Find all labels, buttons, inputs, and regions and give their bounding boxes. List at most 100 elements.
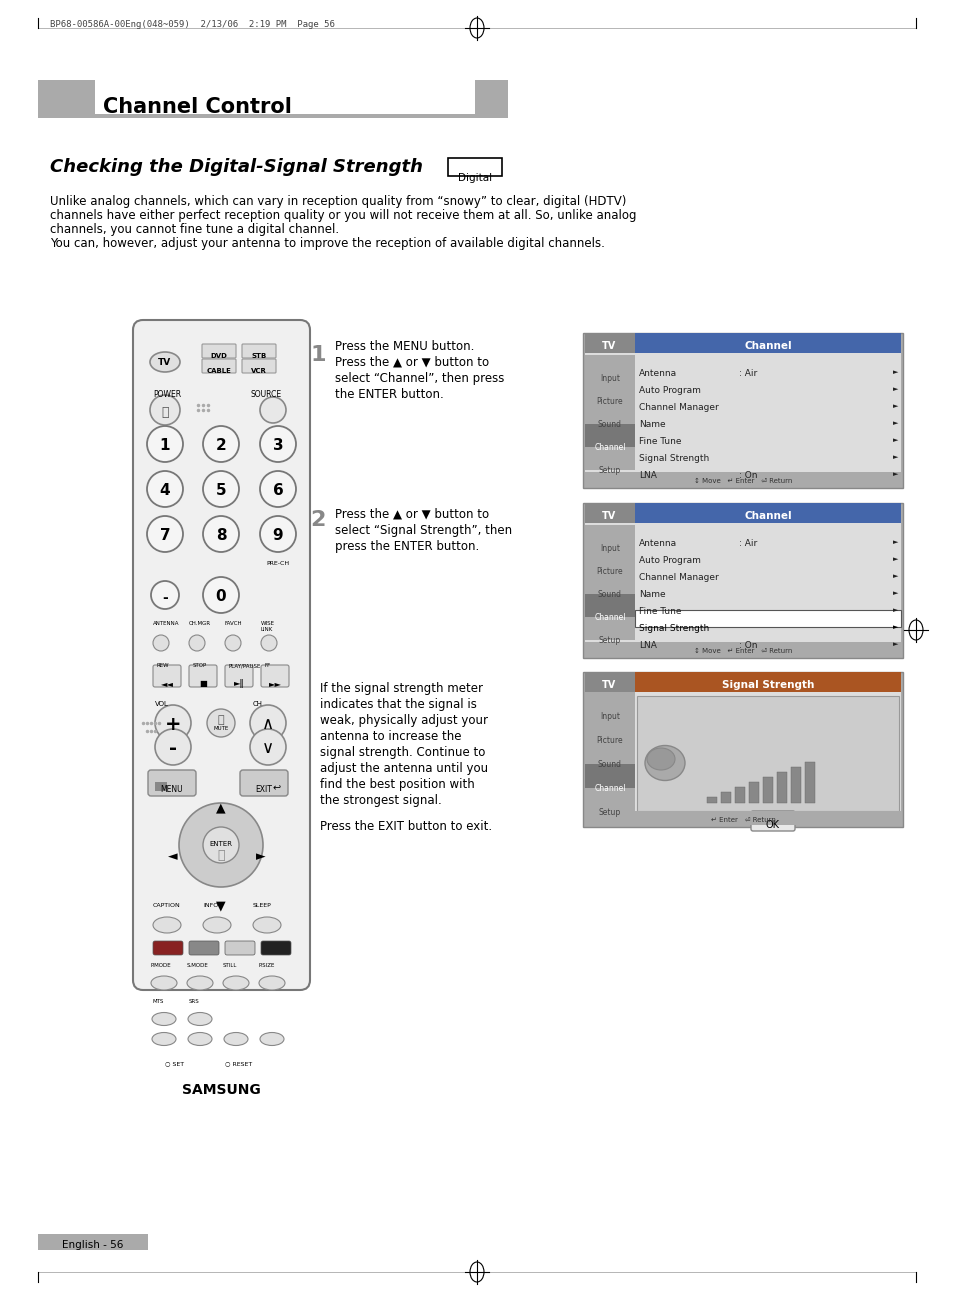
- Bar: [584, 571, 635, 595]
- Text: ►: ►: [892, 572, 898, 579]
- Circle shape: [203, 827, 239, 863]
- Text: MTS: MTS: [152, 999, 164, 1004]
- Ellipse shape: [646, 748, 675, 770]
- Text: ►: ►: [892, 420, 898, 425]
- Bar: [584, 503, 635, 523]
- Text: channels have either perfect reception quality or you will not receive them at a: channels have either perfect reception q…: [50, 209, 636, 222]
- Text: Press the EXIT button to exit.: Press the EXIT button to exit.: [319, 820, 492, 833]
- Ellipse shape: [187, 976, 213, 990]
- Ellipse shape: [152, 1033, 175, 1046]
- Text: Channel: Channel: [594, 785, 625, 794]
- Text: TV: TV: [601, 341, 616, 351]
- Ellipse shape: [151, 976, 177, 990]
- Bar: [720, 792, 730, 803]
- Text: LNA: LNA: [639, 471, 657, 480]
- Text: Picture: Picture: [596, 736, 622, 745]
- Text: P.MODE: P.MODE: [151, 963, 172, 968]
- Text: : On: : On: [739, 471, 757, 480]
- Bar: [584, 788, 635, 812]
- Text: ENTER: ENTER: [210, 840, 233, 847]
- Bar: [584, 764, 635, 788]
- Text: Channel: Channel: [594, 444, 625, 451]
- Ellipse shape: [188, 1033, 212, 1046]
- Text: S.MODE: S.MODE: [187, 963, 209, 968]
- Text: weak, physically adjust your: weak, physically adjust your: [319, 714, 488, 727]
- Bar: [584, 740, 635, 764]
- Text: Setup: Setup: [598, 808, 620, 817]
- Text: ►: ►: [892, 608, 898, 613]
- FancyBboxPatch shape: [152, 665, 181, 687]
- Text: channels, you cannot fine tune a digital channel.: channels, you cannot fine tune a digital…: [50, 222, 338, 235]
- Bar: [762, 777, 772, 803]
- Bar: [584, 379, 635, 401]
- Text: CABLE: CABLE: [207, 368, 232, 373]
- Text: PRE-CH: PRE-CH: [266, 561, 290, 566]
- Text: -: -: [169, 739, 177, 758]
- Bar: [582, 503, 902, 658]
- FancyBboxPatch shape: [189, 941, 219, 955]
- Text: ⏻: ⏻: [161, 406, 169, 419]
- Text: ▲: ▲: [216, 801, 226, 814]
- Text: Setup: Setup: [598, 466, 620, 475]
- Text: CAPTION: CAPTION: [152, 903, 180, 908]
- Circle shape: [250, 705, 286, 742]
- Text: ►: ►: [892, 369, 898, 375]
- Text: SRS: SRS: [189, 999, 199, 1004]
- Circle shape: [203, 578, 239, 613]
- FancyBboxPatch shape: [750, 811, 794, 831]
- Text: -: -: [162, 591, 168, 605]
- Ellipse shape: [260, 1033, 284, 1046]
- Bar: [584, 811, 900, 825]
- Circle shape: [250, 729, 286, 765]
- Circle shape: [189, 635, 205, 650]
- Text: ►: ►: [892, 539, 898, 545]
- Bar: [584, 424, 635, 448]
- Ellipse shape: [644, 745, 684, 781]
- Text: Input: Input: [599, 712, 619, 721]
- Text: Antenna: Antenna: [639, 369, 677, 379]
- Text: Signal Strength: Signal Strength: [639, 454, 708, 463]
- Text: find the best position with: find the best position with: [319, 778, 475, 791]
- Text: Input: Input: [599, 544, 619, 553]
- Bar: [584, 333, 635, 353]
- Circle shape: [261, 635, 276, 650]
- Text: Channel Manager: Channel Manager: [639, 403, 718, 412]
- Text: 0: 0: [215, 589, 226, 604]
- Bar: [38, 79, 507, 118]
- Text: 6: 6: [273, 483, 283, 498]
- FancyBboxPatch shape: [189, 665, 216, 687]
- Text: English - 56: English - 56: [62, 1240, 124, 1250]
- Text: INFO: INFO: [203, 903, 218, 908]
- Text: select “Signal Strength”, then: select “Signal Strength”, then: [335, 524, 512, 537]
- Text: Channel Manager: Channel Manager: [639, 572, 718, 582]
- Circle shape: [260, 397, 286, 423]
- Circle shape: [203, 471, 239, 507]
- Text: : Air: : Air: [739, 369, 757, 379]
- Text: the strongest signal.: the strongest signal.: [319, 794, 441, 807]
- Ellipse shape: [188, 1012, 212, 1025]
- Bar: [734, 787, 744, 803]
- Bar: [584, 448, 635, 470]
- Circle shape: [150, 396, 180, 425]
- Text: Picture: Picture: [596, 567, 622, 576]
- Text: 9: 9: [273, 528, 283, 543]
- Text: ►: ►: [892, 641, 898, 647]
- Text: Auto Program: Auto Program: [639, 386, 700, 396]
- Text: MENU: MENU: [160, 785, 183, 794]
- Text: 8: 8: [215, 528, 226, 543]
- Ellipse shape: [223, 976, 249, 990]
- Text: Auto Program: Auto Program: [639, 556, 700, 565]
- Text: Unlike analog channels, which can vary in reception quality from “snowy” to clea: Unlike analog channels, which can vary i…: [50, 195, 626, 208]
- Bar: [584, 595, 635, 617]
- FancyBboxPatch shape: [148, 770, 195, 796]
- Text: Channel: Channel: [743, 341, 791, 351]
- FancyBboxPatch shape: [261, 665, 289, 687]
- Text: Picture: Picture: [596, 397, 622, 406]
- Text: ○ SET: ○ SET: [165, 1062, 184, 1066]
- Text: STOP: STOP: [193, 664, 207, 667]
- Text: +: +: [165, 716, 181, 734]
- Ellipse shape: [253, 917, 281, 933]
- Text: 2: 2: [215, 438, 226, 453]
- Text: Press the ▲ or ▼ button to: Press the ▲ or ▼ button to: [335, 356, 489, 369]
- Ellipse shape: [203, 917, 231, 933]
